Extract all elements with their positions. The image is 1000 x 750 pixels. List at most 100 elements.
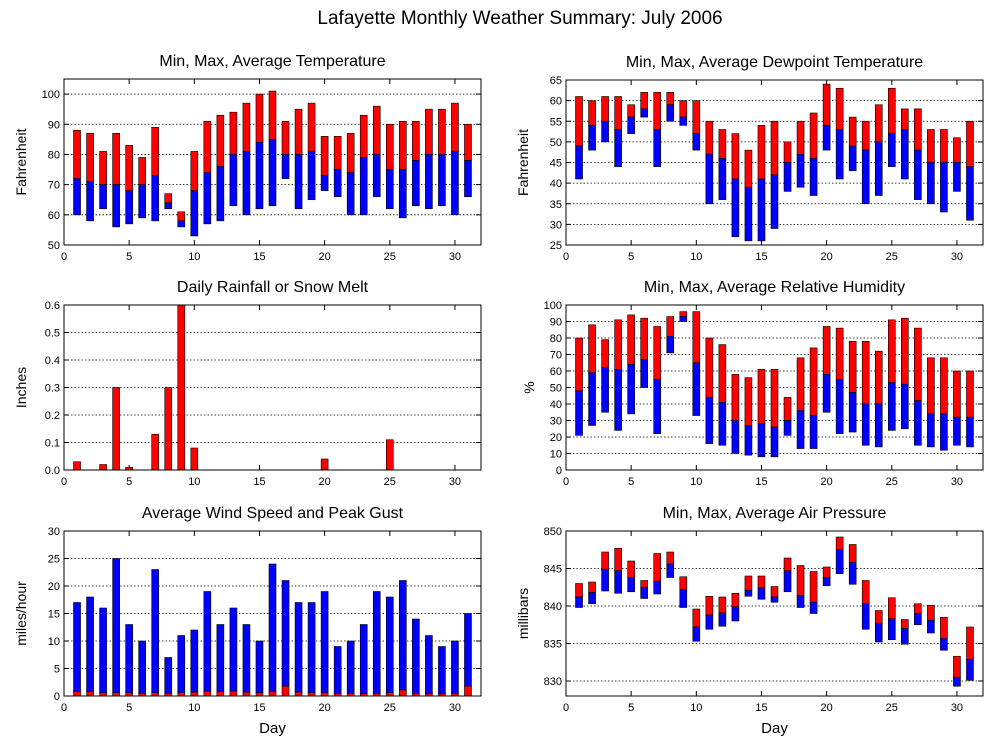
bar-peak-gust	[464, 613, 472, 687]
x-tick-label: 20	[319, 476, 331, 488]
bar-upper-range	[614, 547, 622, 572]
bar-lower-range	[666, 563, 675, 578]
chart-title: Min, Max, Average Temperature	[159, 53, 385, 70]
bar-peak-gust	[125, 624, 133, 693]
y-tick-label: 30	[550, 416, 562, 428]
bar-upper-range	[203, 120, 212, 173]
x-tick-label: 15	[755, 476, 767, 488]
bar-lower-range	[692, 133, 701, 151]
bar-average-speed	[190, 691, 199, 697]
bar-lower-range	[835, 378, 844, 435]
x-tick-label: 25	[886, 702, 898, 714]
y-tick-label: 100	[544, 300, 562, 312]
y-tick-label: 70	[48, 180, 60, 192]
bar-average-speed	[216, 691, 225, 697]
bar-upper-range	[333, 136, 342, 170]
bar-lower-range	[705, 397, 714, 444]
bar-upper-range	[861, 120, 870, 151]
y-tick-label: 40	[550, 178, 562, 190]
bar-lower-range	[640, 108, 648, 118]
bar-lower-range	[601, 568, 609, 592]
bar-rainfall	[164, 387, 173, 471]
y-tick-label: 20	[48, 581, 60, 593]
y-tick-label: 845	[544, 564, 562, 576]
bar-lower-range	[372, 154, 381, 198]
bar-upper-range	[653, 92, 662, 130]
bar-lower-range	[229, 154, 238, 207]
bar-upper-range	[887, 87, 896, 134]
y-tick-label: 0.3	[45, 383, 60, 395]
y-tick-label: 65	[550, 75, 562, 87]
bar-rainfall	[190, 447, 199, 471]
bar-lower-range	[112, 184, 120, 228]
bar-rainfall	[151, 433, 160, 471]
bar-upper-range	[601, 96, 609, 122]
y-tick-label: 835	[544, 639, 562, 651]
bar-lower-range	[307, 151, 316, 201]
y-tick-label: 70	[550, 350, 562, 362]
bar-lower-range	[653, 580, 662, 595]
bar-lower-range	[164, 202, 173, 210]
bar-upper-range	[666, 316, 675, 337]
bar-lower-range	[770, 426, 779, 458]
bar-lower-range	[718, 612, 727, 627]
y-tick-label: 0.6	[45, 300, 60, 312]
bar-lower-range	[940, 162, 948, 213]
y-tick-label: 30	[550, 219, 562, 231]
bar-lower-range	[914, 613, 922, 626]
bar-upper-range	[966, 370, 974, 418]
bar-lower-range	[718, 158, 727, 200]
bar-upper-range	[874, 104, 883, 143]
x-axis-label: Day	[761, 720, 788, 737]
x-tick-label: 10	[690, 702, 702, 714]
x-tick-label: 25	[886, 476, 898, 488]
bar-rainfall	[73, 461, 81, 471]
bar-lower-range	[177, 220, 186, 228]
x-tick-label: 15	[755, 702, 767, 714]
chart-title: Daily Rainfall or Snow Melt	[177, 279, 369, 296]
bar-upper-range	[927, 129, 935, 163]
chart-title: Min, Max, Average Dewpoint Temperature	[626, 54, 923, 71]
y-tick-label: 90	[550, 317, 562, 329]
bar-upper-range	[307, 102, 316, 152]
bar-upper-range	[927, 604, 935, 621]
bar-upper-range	[953, 370, 961, 418]
bar-lower-range	[731, 178, 740, 238]
bar-peak-gust	[333, 646, 342, 694]
bar-lower-range	[966, 658, 974, 681]
bar-lower-range	[783, 162, 792, 192]
bar-lower-range	[770, 596, 779, 603]
bar-lower-range	[809, 158, 818, 196]
bar-lower-range	[575, 145, 583, 180]
y-axis-label: %	[521, 381, 537, 393]
bar-average-speed	[73, 691, 81, 697]
bar-lower-range	[835, 549, 844, 575]
bar-upper-range	[822, 566, 831, 578]
bar-rainfall	[177, 304, 186, 471]
bar-lower-range	[822, 125, 831, 151]
bar-lower-range	[809, 601, 818, 614]
bar-upper-range	[783, 141, 792, 163]
bar-upper-range	[718, 129, 727, 159]
bar-upper-range	[783, 397, 792, 421]
bar-upper-range	[874, 610, 883, 624]
bar-rainfall	[320, 458, 329, 471]
bar-lower-range	[861, 149, 870, 205]
y-tick-label: 35	[550, 199, 562, 211]
bar-upper-range	[679, 311, 688, 317]
bar-average-speed	[294, 691, 303, 697]
x-tick-label: 10	[690, 251, 702, 263]
bar-upper-range	[138, 157, 146, 185]
bar-upper-range	[770, 586, 779, 598]
bar-peak-gust	[138, 640, 146, 694]
x-tick-label: 5	[628, 476, 634, 488]
bar-peak-gust	[164, 657, 173, 694]
bar-upper-range	[385, 123, 394, 170]
bar-peak-gust	[203, 591, 212, 692]
bar-lower-range	[953, 676, 961, 687]
x-tick-label: 30	[449, 476, 461, 488]
bar-lower-range	[914, 149, 922, 200]
bar-upper-range	[874, 350, 883, 405]
y-tick-label: 30	[48, 526, 60, 538]
